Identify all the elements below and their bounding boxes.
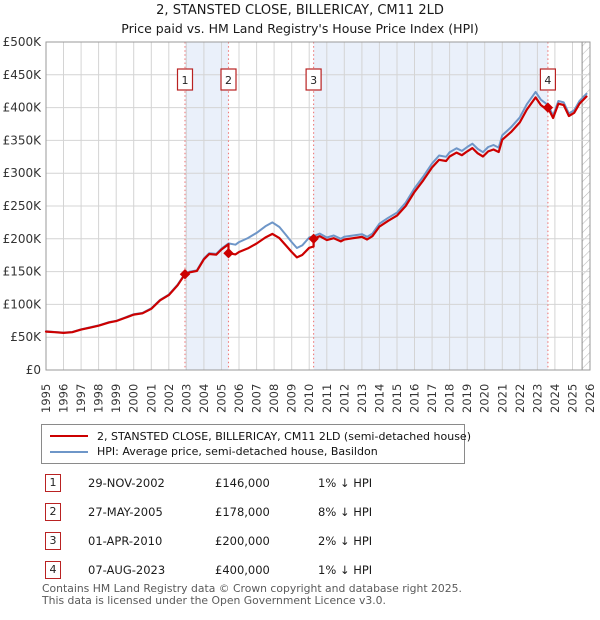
page-subtitle: Price paid vs. HM Land Registry's House … bbox=[121, 21, 479, 36]
sale-markers bbox=[179, 102, 554, 280]
svg-text:2002: 2002 bbox=[162, 384, 176, 413]
svg-text:2011: 2011 bbox=[320, 384, 334, 413]
svg-text:£50K: £50K bbox=[10, 330, 42, 344]
y-axis-labels: £0 £50K £100K £150K £200K £250K £300K £350K £400… bbox=[3, 35, 43, 377]
sale-price: £200,000 bbox=[215, 534, 270, 548]
svg-text:£200K: £200K bbox=[3, 232, 43, 246]
svg-text:2009: 2009 bbox=[285, 384, 299, 413]
svg-text:2016: 2016 bbox=[408, 384, 422, 413]
sale-vs-hpi: 1% ↓ HPI bbox=[318, 476, 373, 490]
sale-vs-hpi: 1% ↓ HPI bbox=[318, 563, 373, 577]
svg-text:2020: 2020 bbox=[478, 384, 492, 413]
svg-text:£100K: £100K bbox=[3, 297, 43, 311]
svg-text:2003: 2003 bbox=[179, 384, 193, 413]
svg-text:2: 2 bbox=[225, 74, 232, 87]
svg-text:2005: 2005 bbox=[215, 384, 229, 413]
svg-text:2001: 2001 bbox=[144, 384, 158, 413]
svg-text:2017: 2017 bbox=[425, 384, 439, 413]
svg-text:2004: 2004 bbox=[197, 384, 211, 413]
svg-text:2008: 2008 bbox=[267, 384, 281, 413]
page-title: 2, STANSTED CLOSE, BILLERICAY, CM11 2LD bbox=[156, 3, 444, 18]
sale-diamond-marker bbox=[223, 248, 234, 259]
svg-text:2026: 2026 bbox=[583, 384, 597, 413]
sale-diamond-marker bbox=[179, 269, 191, 280]
svg-text:1997: 1997 bbox=[74, 384, 88, 413]
sale-number-badge: 1 bbox=[45, 474, 61, 492]
sale-number-boxes: 1 2 3 4 bbox=[176, 68, 557, 91]
svg-text:1995: 1995 bbox=[39, 384, 53, 413]
legend-item-hpi: HPI: Average price, semi-detached house,… bbox=[50, 445, 456, 458]
transaction-row: 3 01-APR-2010 £200,000 2% ↓ HPI bbox=[45, 532, 565, 552]
svg-text:2012: 2012 bbox=[337, 384, 351, 413]
svg-text:£350K: £350K bbox=[3, 133, 43, 147]
svg-text:2013: 2013 bbox=[355, 384, 369, 413]
transaction-row: 2 27-MAY-2005 £178,000 8% ↓ HPI bbox=[45, 503, 565, 523]
hpi-line-swatch bbox=[50, 450, 88, 453]
x-axis-labels: 1995 1996 1997 1998 1999 2000 2001 2002 2003 2004… bbox=[39, 384, 597, 413]
transaction-row: 4 07-AUG-2023 £400,000 1% ↓ HPI bbox=[45, 561, 565, 581]
sale-diamond-marker bbox=[308, 233, 319, 244]
property-price-line bbox=[44, 95, 588, 334]
svg-text:£300K: £300K bbox=[3, 166, 43, 180]
svg-text:2007: 2007 bbox=[250, 384, 264, 413]
sale-date-lines bbox=[184, 42, 549, 370]
legend-label-property: 2, STANSTED CLOSE, BILLERICAY, CM11 2LD … bbox=[97, 429, 471, 443]
sale-number-badge: 3 bbox=[45, 532, 61, 550]
sale-price: £146,000 bbox=[215, 476, 270, 490]
svg-text:1996: 1996 bbox=[57, 384, 71, 413]
license-line-1: Contains HM Land Registry data © Crown c… bbox=[42, 582, 462, 595]
svg-text:1999: 1999 bbox=[109, 384, 123, 413]
svg-text:£400K: £400K bbox=[3, 101, 43, 115]
legend-label-hpi: HPI: Average price, semi-detached house,… bbox=[97, 445, 378, 459]
svg-text:1: 1 bbox=[182, 74, 189, 87]
svg-text:2022: 2022 bbox=[513, 384, 527, 413]
legend-item-property: 2, STANSTED CLOSE, BILLERICAY, CM11 2LD … bbox=[50, 430, 471, 443]
sale-number-badge: 2 bbox=[45, 503, 61, 521]
sale-price: £400,000 bbox=[215, 563, 270, 577]
property-line-swatch bbox=[50, 435, 88, 438]
sale-price: £178,000 bbox=[215, 505, 270, 519]
svg-text:£450K: £450K bbox=[3, 68, 43, 82]
transaction-row: 1 29-NOV-2002 £146,000 1% ↓ HPI bbox=[45, 474, 565, 494]
svg-text:£250K: £250K bbox=[3, 199, 43, 213]
svg-text:2015: 2015 bbox=[390, 384, 404, 413]
svg-text:2014: 2014 bbox=[372, 384, 386, 413]
svg-text:2018: 2018 bbox=[443, 384, 457, 413]
svg-text:3: 3 bbox=[310, 74, 317, 87]
sale-date: 27-MAY-2005 bbox=[88, 505, 163, 519]
sale-diamond-marker bbox=[542, 102, 554, 113]
svg-text:2010: 2010 bbox=[302, 384, 316, 413]
svg-text:2021: 2021 bbox=[495, 384, 509, 413]
svg-text:2000: 2000 bbox=[127, 384, 141, 413]
svg-text:2025: 2025 bbox=[566, 384, 580, 413]
sale-date: 29-NOV-2002 bbox=[88, 476, 165, 490]
svg-text:2023: 2023 bbox=[530, 384, 544, 413]
svg-text:£150K: £150K bbox=[3, 265, 43, 279]
svg-text:2019: 2019 bbox=[460, 384, 474, 413]
svg-text:1998: 1998 bbox=[92, 384, 106, 413]
svg-text:£0: £0 bbox=[26, 363, 41, 377]
price-chart: 1 2 3 4 £0 £50K £100K £150K £200K £250K £300K £350K… bbox=[3, 35, 597, 413]
chart-legend: 2, STANSTED CLOSE, BILLERICAY, CM11 2LD … bbox=[41, 424, 471, 464]
plot-frame bbox=[45, 41, 591, 371]
svg-text:2024: 2024 bbox=[548, 384, 562, 413]
svg-text:4: 4 bbox=[544, 74, 551, 87]
svg-text:2006: 2006 bbox=[232, 384, 246, 413]
sale-date: 07-AUG-2023 bbox=[88, 563, 166, 577]
sale-number-badge: 4 bbox=[45, 561, 61, 579]
license-line-2: This data is licensed under the Open Gov… bbox=[42, 593, 386, 607]
sale-vs-hpi: 8% ↓ HPI bbox=[318, 505, 373, 519]
sale-date: 01-APR-2010 bbox=[88, 534, 163, 548]
license-note: Contains HM Land Registry data © Crown c… bbox=[42, 583, 462, 606]
svg-text:£500K: £500K bbox=[3, 35, 43, 49]
sale-vs-hpi: 2% ↓ HPI bbox=[318, 534, 373, 548]
